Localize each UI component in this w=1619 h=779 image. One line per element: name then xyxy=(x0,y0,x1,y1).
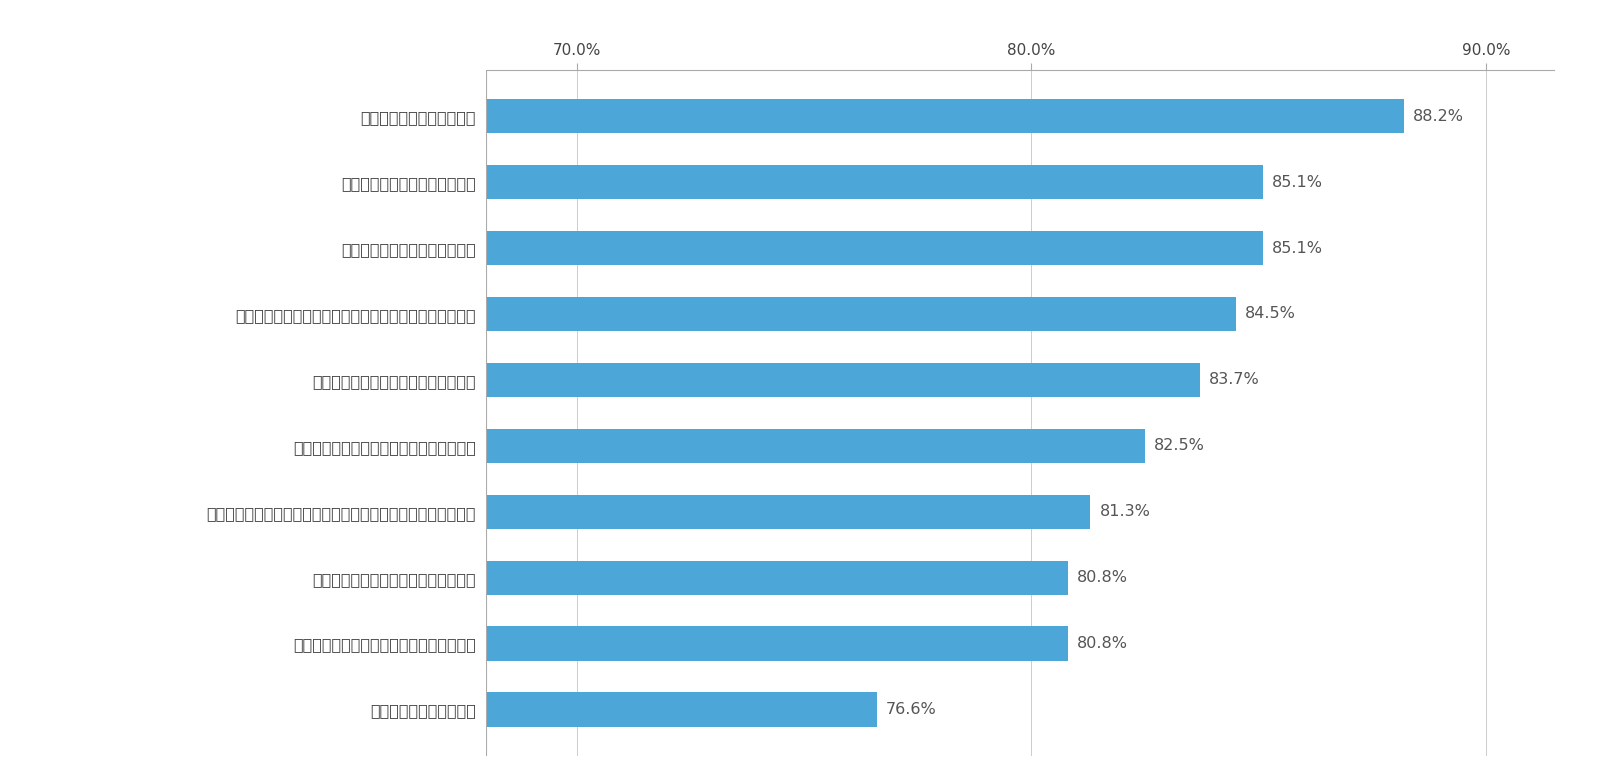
Text: 84.5%: 84.5% xyxy=(1245,306,1295,322)
Bar xyxy=(0,561,1067,595)
Bar xyxy=(0,297,1235,331)
Text: 83.7%: 83.7% xyxy=(1209,372,1260,387)
Text: 76.6%: 76.6% xyxy=(886,702,936,717)
Bar xyxy=(0,495,1091,529)
Bar xyxy=(0,231,1263,265)
Text: 80.8%: 80.8% xyxy=(1077,636,1128,651)
Text: 80.8%: 80.8% xyxy=(1077,570,1128,585)
Text: 81.3%: 81.3% xyxy=(1099,504,1151,520)
Text: 82.5%: 82.5% xyxy=(1154,439,1205,453)
Bar xyxy=(0,626,1067,661)
Text: 85.1%: 85.1% xyxy=(1273,241,1323,256)
Bar xyxy=(0,363,1200,397)
Bar xyxy=(0,693,877,727)
Bar xyxy=(0,165,1263,199)
Bar xyxy=(0,428,1145,463)
Text: 85.1%: 85.1% xyxy=(1273,174,1323,189)
Text: 88.2%: 88.2% xyxy=(1413,109,1464,124)
Bar xyxy=(0,99,1404,133)
